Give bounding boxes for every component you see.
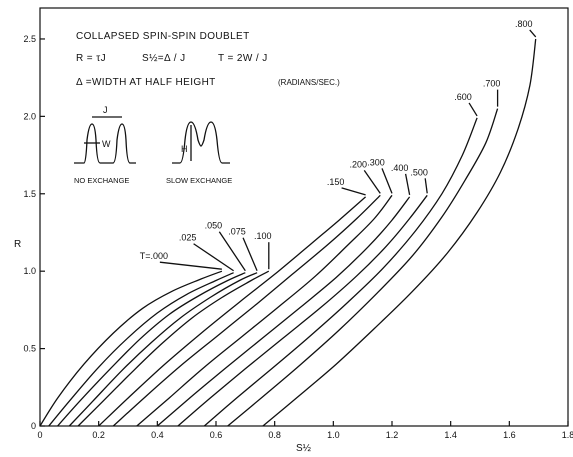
x-axis-label: S½ [296, 443, 312, 454]
series-line [68, 272, 258, 427]
x-tick-label: 0.8 [268, 430, 281, 440]
series-line [39, 270, 223, 427]
w-label: W [102, 139, 111, 149]
chart-title: COLLAPSED SPIN-SPIN DOUBLET [76, 31, 250, 42]
series-line [227, 108, 499, 427]
y-tick-label: 0 [31, 421, 36, 431]
y-tick-label: 1.5 [23, 189, 36, 199]
curve-label-leader [381, 168, 393, 194]
x-tick-label: 0.2 [92, 430, 105, 440]
y-tick-label: 2.5 [23, 34, 36, 44]
slow-exchange-lineshape [172, 121, 230, 164]
x-tick-label: 1.6 [503, 430, 516, 440]
series-line [48, 272, 234, 427]
curve-label-leader [159, 261, 222, 270]
definition-s: S½=Δ / J [142, 53, 186, 64]
inset-slow-exchange: H SLOW EXCHANGE [166, 121, 232, 185]
curves [39, 38, 537, 427]
curve-label-leader [404, 173, 411, 195]
curve-label-leader [218, 231, 246, 272]
series-line [77, 270, 270, 427]
delta-note: Δ =WIDTH AT HALF HEIGHT [76, 77, 216, 88]
curve-label: T=.000 [140, 251, 168, 261]
curve-label-leader [363, 169, 381, 194]
curve-label: .150 [327, 177, 345, 187]
axis-ticks: 0 0.2 0.4 0.6 0.8 1.0 1.2 1.4 1.6 1.8 0 0.5 1.0 1.5 2.… [23, 34, 573, 440]
curve-labels: T=.000 .025 .050 .075 .100 .150 .200.300 .400.5… [140, 19, 537, 272]
x-tick-label: 1.2 [386, 430, 399, 440]
curve-label: .600 [454, 92, 472, 102]
y-tick-label: 0.5 [23, 344, 36, 354]
x-tick-label: 0.6 [210, 430, 223, 440]
curve-label: .800 [515, 19, 533, 29]
inset-no-exchange: J W NO EXCHANGE [74, 105, 136, 185]
plot-frame [39, 7, 569, 427]
series-line [136, 194, 393, 427]
no-exchange-lineshape [74, 123, 136, 164]
curve-label-leader [468, 102, 478, 117]
y-tick-label: 1.0 [23, 266, 36, 276]
curve-label-leader [193, 243, 234, 272]
j-label: J [103, 105, 108, 115]
curve-label: .075 [228, 227, 246, 237]
series-line [203, 117, 478, 427]
curve-label: .025 [179, 233, 197, 243]
curve-label: .500 [410, 167, 428, 177]
series-line [112, 194, 381, 427]
curve-label: .300 [367, 157, 385, 167]
curve-label-leader [529, 29, 537, 38]
no-exchange-label: NO EXCHANGE [74, 176, 129, 185]
series-line [156, 196, 411, 427]
y-tick-label: 2.0 [23, 111, 36, 121]
curve-label: .200 [350, 159, 368, 169]
delta-units: (RADIANS/SEC.) [278, 78, 340, 87]
curve-label-leader [242, 237, 258, 271]
curve-label: .700 [483, 79, 501, 89]
x-tick-label: 1.8 [562, 430, 573, 440]
curve-label-leader [341, 187, 366, 196]
curve-label-leader [424, 178, 428, 194]
y-axis-label: R [14, 239, 21, 250]
series-line [98, 196, 367, 427]
x-tick-label: 0.4 [151, 430, 164, 440]
slow-exchange-label: SLOW EXCHANGE [166, 176, 232, 185]
curve-label: .050 [205, 221, 223, 231]
h-label: H [181, 144, 188, 154]
series-line [57, 272, 246, 427]
definition-t: T = 2W / J [218, 53, 268, 64]
x-tick-label: 1.4 [444, 430, 457, 440]
x-tick-label: 0 [37, 430, 42, 440]
definition-r: R = τJ [76, 53, 106, 64]
curve-label: .100 [254, 231, 272, 241]
x-tick-label: 1.0 [327, 430, 340, 440]
curve-label: .400 [391, 163, 409, 173]
series-line [262, 38, 537, 427]
series-line [177, 194, 428, 427]
